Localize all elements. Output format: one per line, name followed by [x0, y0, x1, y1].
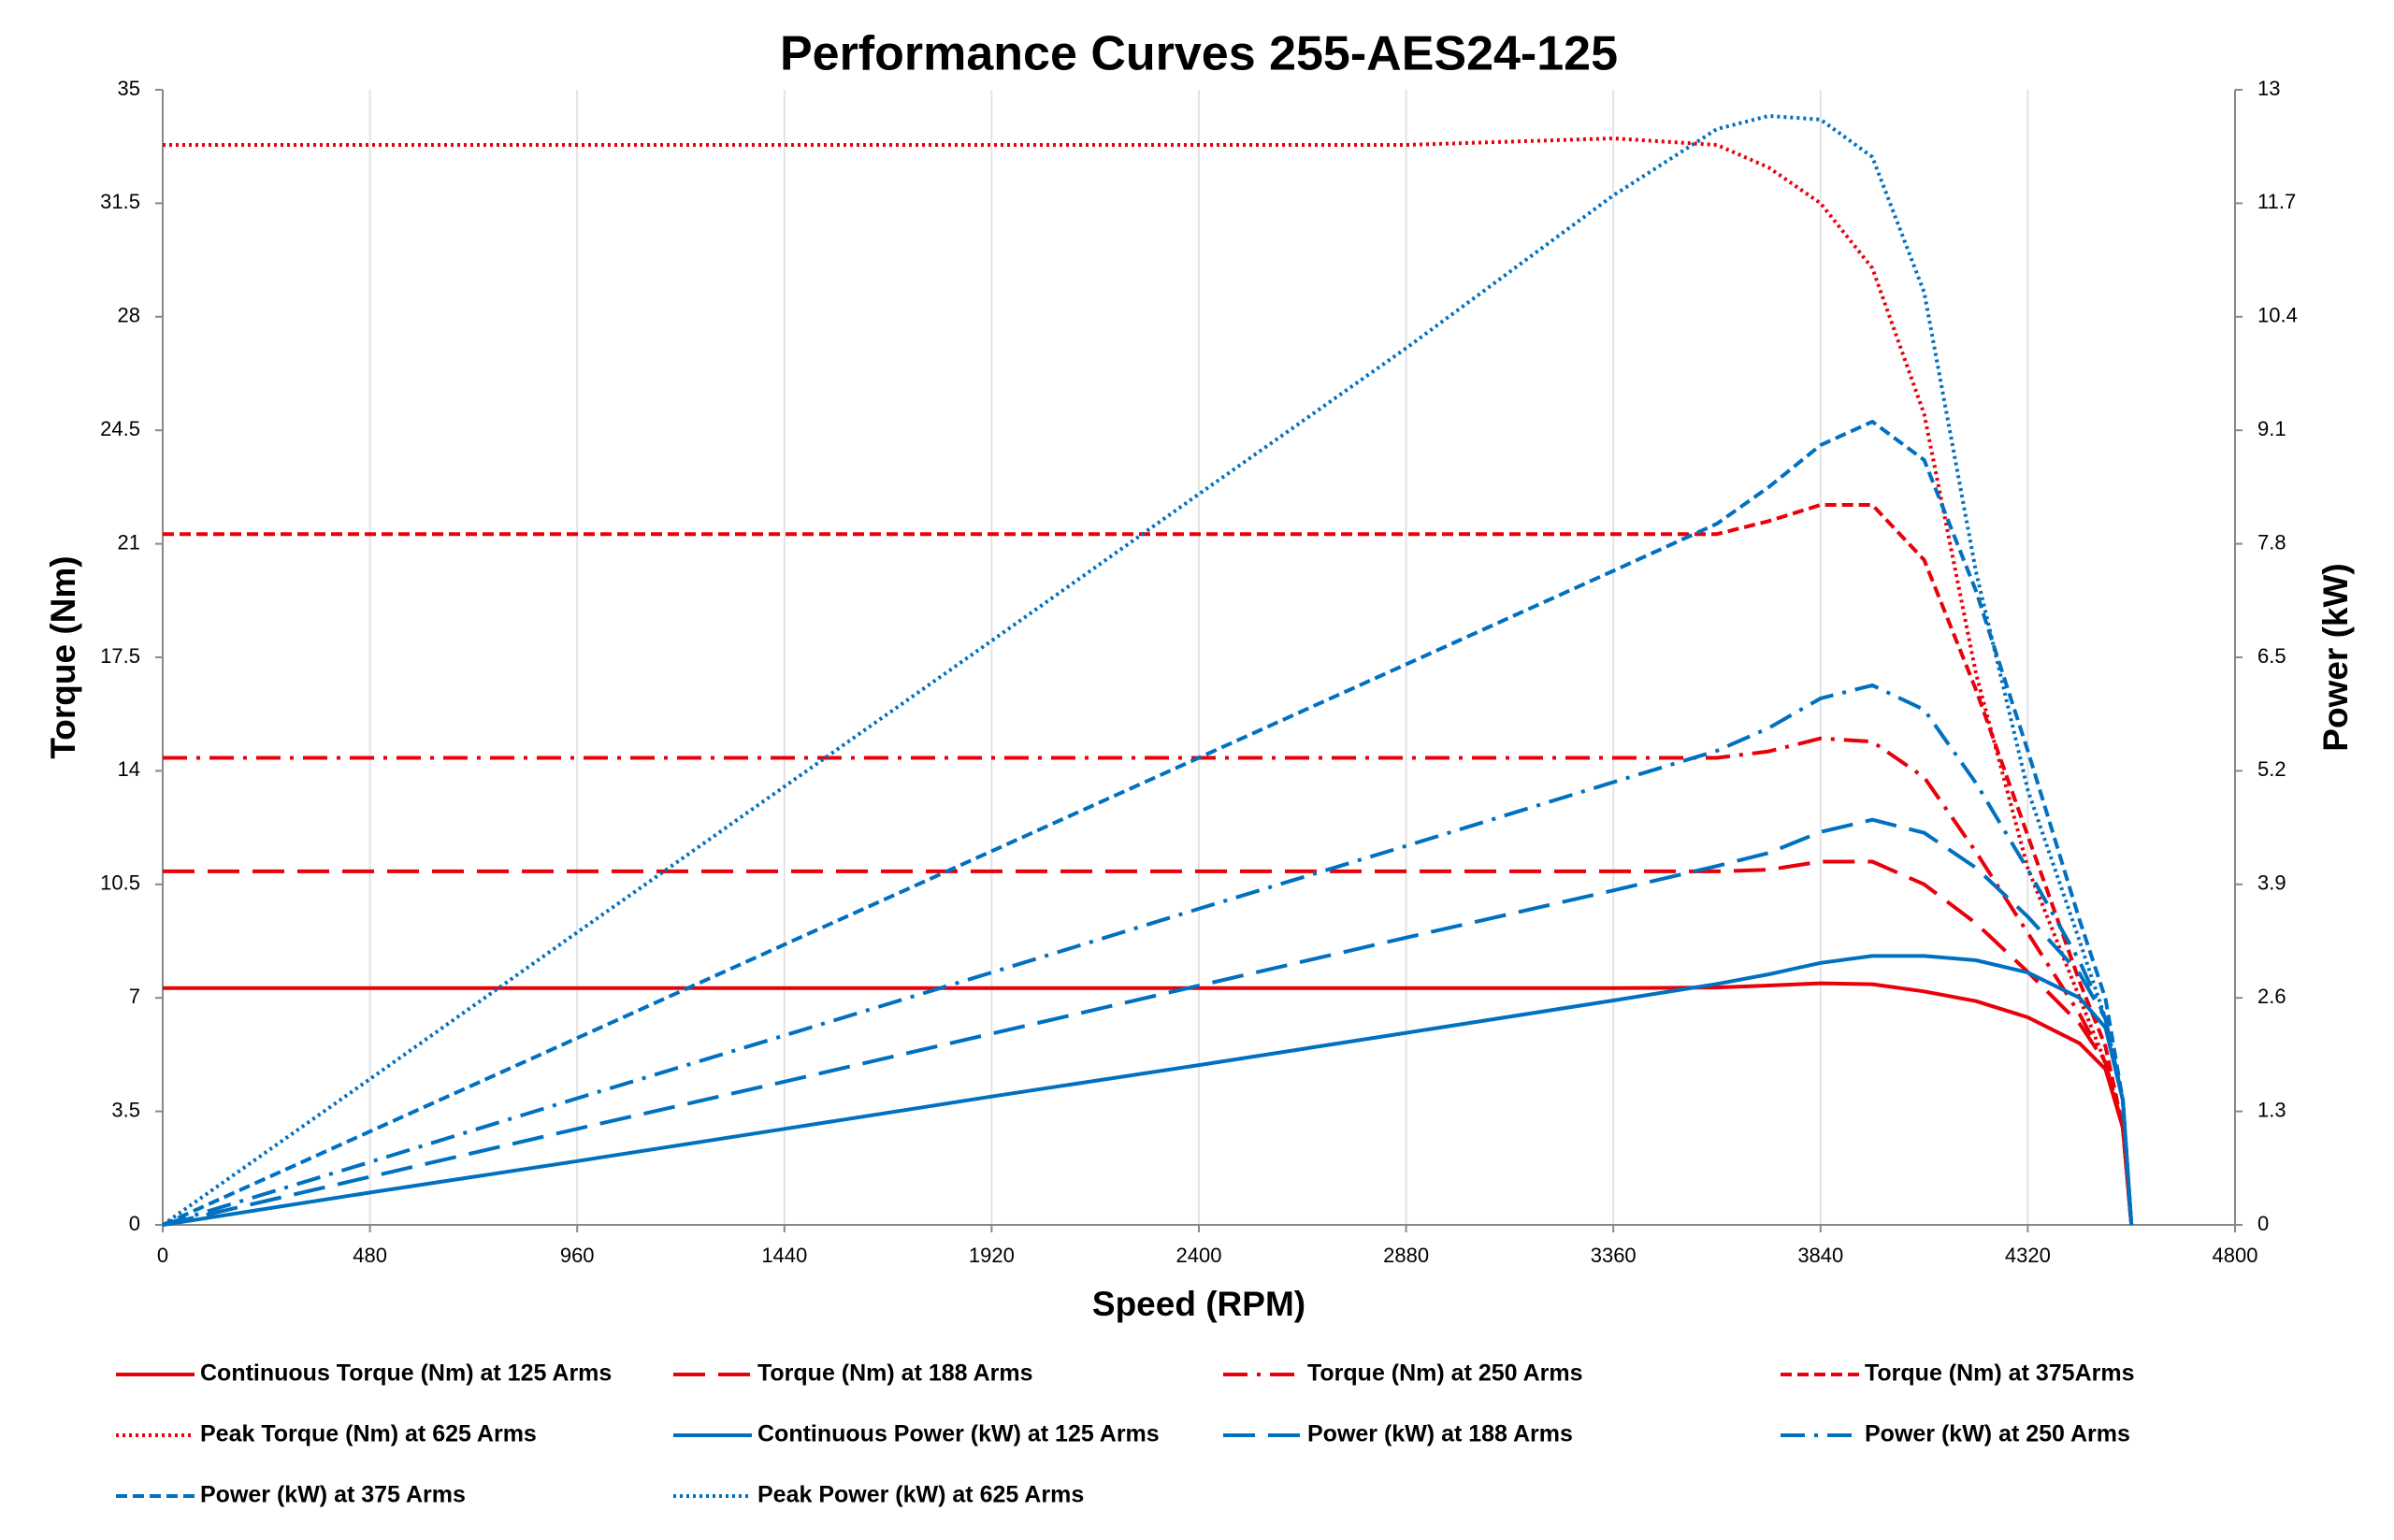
legend-label: Peak Torque (Nm) at 625 Arms: [200, 1421, 537, 1447]
x-tick-label: 3360: [1591, 1244, 1637, 1267]
legend-label: Peak Power (kW) at 625 Arms: [757, 1482, 1084, 1508]
x-tick-label: 4320: [2005, 1244, 2051, 1267]
x-tick-label: 960: [560, 1244, 595, 1267]
legend-label: Torque (Nm) at 375Arms: [1865, 1360, 2135, 1387]
y2-axis-title: Power (kW): [2316, 563, 2355, 751]
y2-tick-label: 9.1: [2257, 417, 2286, 440]
x-tick-label: 3840: [1797, 1244, 1843, 1267]
y2-tick-label: 3.9: [2257, 871, 2286, 895]
series-line: [162, 419, 2134, 1227]
y-tick-label: 14: [118, 757, 140, 781]
series-line: [163, 859, 2134, 1226]
x-tick-label: 1440: [761, 1244, 807, 1267]
legend-label: Power (kW) at 188 Arms: [1307, 1421, 1573, 1447]
x-tick-label: 4800: [2213, 1244, 2258, 1267]
legend-label: Continuous Torque (Nm) at 125 Arms: [200, 1360, 612, 1387]
series-line: [163, 981, 2134, 1226]
legend-label: Power (kW) at 375 Arms: [200, 1482, 466, 1508]
y2-tick-label: 1.3: [2257, 1098, 2286, 1121]
y2-tick-label: 10.4: [2257, 304, 2298, 327]
y-tick-label: 3.5: [111, 1098, 140, 1121]
series-line: [162, 954, 2134, 1227]
legend-label: Power (kW) at 250 Arms: [1865, 1421, 2130, 1447]
x-tick-label: 0: [157, 1244, 168, 1267]
series-line: [162, 683, 2134, 1227]
y-tick-label: 7: [129, 985, 140, 1008]
y-tick-label: 10.5: [100, 871, 140, 895]
y-tick-label: 0: [129, 1212, 140, 1235]
y2-tick-label: 0: [2257, 1212, 2269, 1235]
y-tick-label: 31.5: [100, 190, 140, 213]
y-tick-label: 17.5: [100, 644, 140, 668]
legend-label: Torque (Nm) at 188 Arms: [757, 1360, 1033, 1387]
y2-tick-label: 2.6: [2257, 985, 2286, 1008]
y2-tick-label: 7.8: [2257, 530, 2286, 554]
y-axis-title: Torque (Nm): [44, 555, 82, 758]
series-line: [161, 114, 2134, 1227]
y-tick-label: 28: [118, 304, 140, 327]
series-line: [162, 817, 2134, 1227]
x-tick-label: 480: [353, 1244, 387, 1267]
x-tick-label: 2400: [1176, 1244, 1222, 1267]
legend-label: Continuous Power (kW) at 125 Arms: [757, 1421, 1160, 1447]
series-line: [163, 137, 2134, 1226]
x-tick-label: 2880: [1383, 1244, 1429, 1267]
y2-tick-label: 5.2: [2257, 757, 2286, 781]
series-line: [163, 736, 2134, 1226]
x-tick-label: 1920: [969, 1244, 1015, 1267]
y-tick-label: 21: [118, 530, 140, 554]
y2-tick-label: 11.7: [2257, 190, 2296, 213]
y-tick-label: 35: [118, 77, 140, 100]
x-axis-title: Speed (RPM): [1092, 1285, 1305, 1323]
y-tick-label: 24.5: [100, 417, 140, 440]
legend-label: Torque (Nm) at 250 Arms: [1307, 1360, 1583, 1387]
y2-tick-label: 13: [2257, 77, 2280, 100]
series-line: [163, 503, 2134, 1226]
chart-title: Performance Curves 255-AES24-125: [780, 27, 1618, 81]
y2-tick-label: 6.5: [2257, 644, 2286, 668]
